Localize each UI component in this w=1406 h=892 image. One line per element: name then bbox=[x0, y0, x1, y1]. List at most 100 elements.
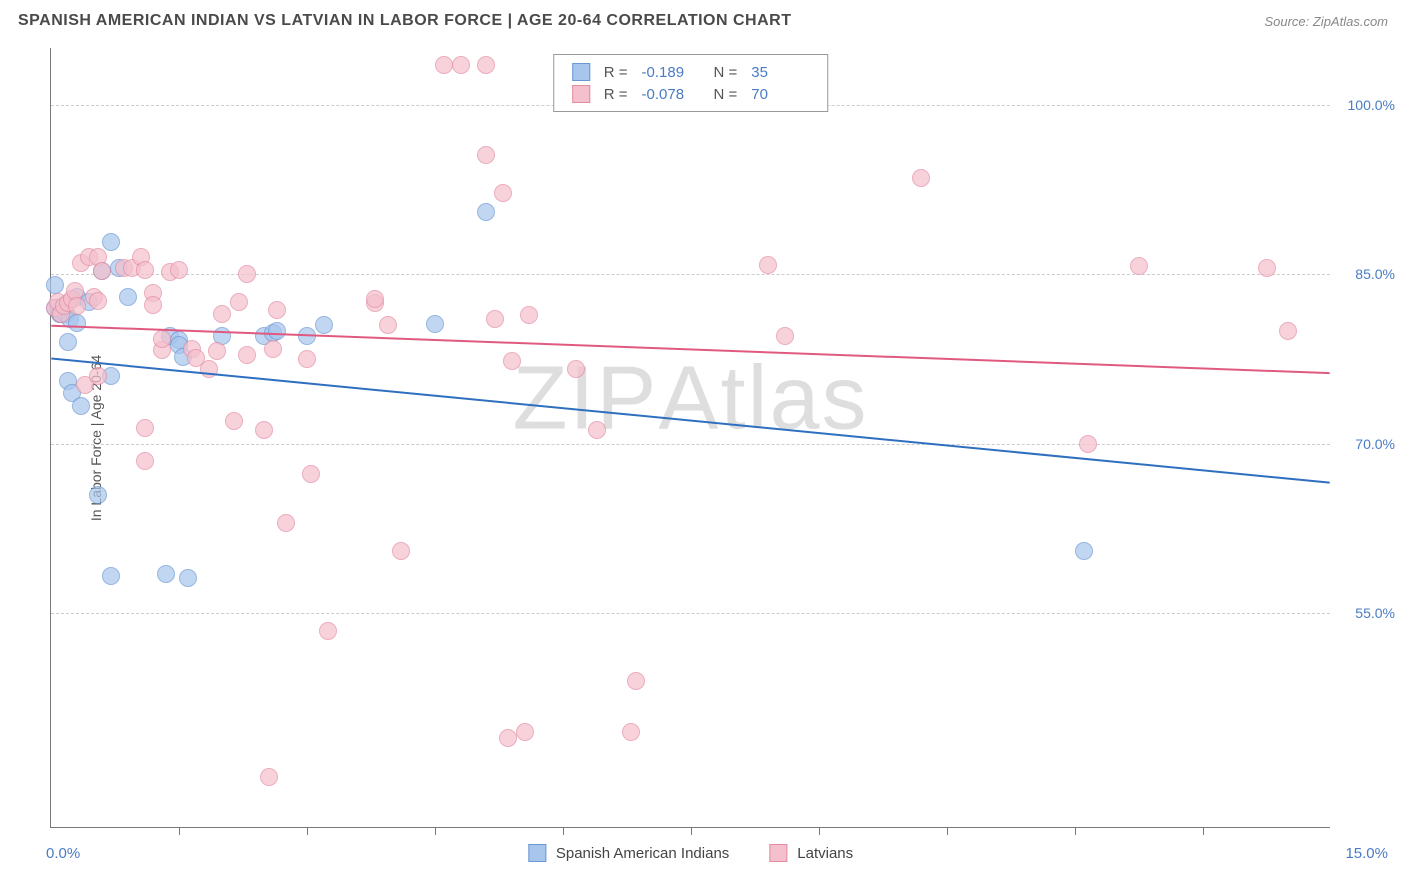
correlation-stats-box: R = -0.189 N = 35 R = -0.078 N = 70 bbox=[553, 54, 829, 112]
x-axis-max-label: 15.0% bbox=[1345, 845, 1388, 862]
data-point bbox=[319, 622, 337, 640]
legend-label: Latvians bbox=[797, 845, 853, 862]
data-point bbox=[366, 290, 384, 308]
data-point bbox=[230, 293, 248, 311]
data-point bbox=[153, 330, 171, 348]
stat-row: R = -0.078 N = 70 bbox=[572, 83, 810, 105]
watermark-thin: Atlas bbox=[658, 348, 868, 448]
gridline bbox=[51, 444, 1330, 445]
data-point bbox=[520, 306, 538, 324]
stat-row: R =-0.189N =35 bbox=[572, 61, 810, 83]
watermark-bold: ZIP bbox=[512, 348, 658, 448]
data-point bbox=[225, 412, 243, 430]
r-label: R = bbox=[604, 64, 628, 81]
data-point bbox=[567, 360, 585, 378]
data-point bbox=[170, 261, 188, 279]
trend-lines bbox=[51, 48, 1330, 827]
gridline bbox=[51, 613, 1330, 614]
data-point bbox=[486, 310, 504, 328]
legend-swatch bbox=[528, 844, 546, 862]
data-point bbox=[102, 233, 120, 251]
data-point bbox=[298, 327, 316, 345]
x-tick bbox=[691, 827, 692, 835]
data-point bbox=[102, 567, 120, 585]
data-point bbox=[1075, 542, 1093, 560]
chart-title: SPANISH AMERICAN INDIAN VS LATVIAN IN LA… bbox=[18, 12, 792, 30]
chart-plot-area: In Labor Force | Age 20-64 ZIPAtlas 55.0… bbox=[50, 48, 1330, 828]
series-swatch bbox=[572, 85, 590, 103]
data-point bbox=[46, 276, 64, 294]
data-point bbox=[477, 146, 495, 164]
data-point bbox=[144, 296, 162, 314]
data-point bbox=[1130, 257, 1148, 275]
chart-header: SPANISH AMERICAN INDIAN VS LATVIAN IN LA… bbox=[0, 0, 1406, 38]
data-point bbox=[238, 346, 256, 364]
data-point bbox=[499, 729, 517, 747]
data-point bbox=[268, 301, 286, 319]
data-point bbox=[213, 305, 231, 323]
x-tick bbox=[1203, 827, 1204, 835]
data-point bbox=[208, 342, 226, 360]
legend-label: Spanish American Indians bbox=[556, 845, 729, 862]
data-point bbox=[298, 350, 316, 368]
data-point bbox=[379, 316, 397, 334]
data-point bbox=[392, 542, 410, 560]
data-point bbox=[588, 421, 606, 439]
r-label: R = bbox=[604, 86, 628, 103]
n-value: 70 bbox=[751, 86, 809, 103]
data-point bbox=[426, 315, 444, 333]
data-point bbox=[93, 262, 111, 280]
data-point bbox=[435, 56, 453, 74]
series-swatch bbox=[572, 63, 590, 81]
data-point bbox=[179, 569, 197, 587]
n-label: N = bbox=[714, 86, 738, 103]
data-point bbox=[264, 340, 282, 358]
x-axis-min-label: 0.0% bbox=[46, 845, 80, 862]
watermark: ZIPAtlas bbox=[512, 347, 868, 450]
data-point bbox=[68, 297, 86, 315]
data-point bbox=[1279, 322, 1297, 340]
data-point bbox=[68, 314, 86, 332]
legend-swatch bbox=[769, 844, 787, 862]
data-point bbox=[157, 565, 175, 583]
x-tick bbox=[435, 827, 436, 835]
chart-source: Source: ZipAtlas.com bbox=[1264, 14, 1388, 29]
data-point bbox=[622, 723, 640, 741]
bottom-legend: Spanish American Indians Latvians bbox=[528, 844, 853, 862]
x-tick bbox=[1075, 827, 1076, 835]
x-tick bbox=[307, 827, 308, 835]
data-point bbox=[315, 316, 333, 334]
data-point bbox=[89, 292, 107, 310]
y-tick-label: 70.0% bbox=[1335, 436, 1395, 452]
data-point bbox=[89, 486, 107, 504]
y-tick-label: 85.0% bbox=[1335, 266, 1395, 282]
data-point bbox=[238, 265, 256, 283]
data-point bbox=[452, 56, 470, 74]
y-tick-label: 100.0% bbox=[1335, 97, 1395, 113]
data-point bbox=[59, 333, 77, 351]
data-point bbox=[268, 322, 286, 340]
data-point bbox=[260, 768, 278, 786]
data-point bbox=[136, 261, 154, 279]
r-value: -0.078 bbox=[642, 86, 700, 103]
data-point bbox=[119, 288, 137, 306]
data-point bbox=[516, 723, 534, 741]
data-point bbox=[1258, 259, 1276, 277]
data-point bbox=[503, 352, 521, 370]
x-tick bbox=[563, 827, 564, 835]
x-tick bbox=[819, 827, 820, 835]
data-point bbox=[1079, 435, 1097, 453]
data-point bbox=[759, 256, 777, 274]
data-point bbox=[72, 397, 90, 415]
data-point bbox=[477, 203, 495, 221]
data-point bbox=[494, 184, 512, 202]
r-value: -0.189 bbox=[642, 64, 700, 81]
data-point bbox=[627, 672, 645, 690]
data-point bbox=[912, 169, 930, 187]
data-point bbox=[89, 367, 107, 385]
y-tick-label: 55.0% bbox=[1335, 605, 1395, 621]
data-point bbox=[302, 465, 320, 483]
data-point bbox=[477, 56, 495, 74]
n-value: 35 bbox=[751, 64, 809, 81]
data-point bbox=[136, 419, 154, 437]
